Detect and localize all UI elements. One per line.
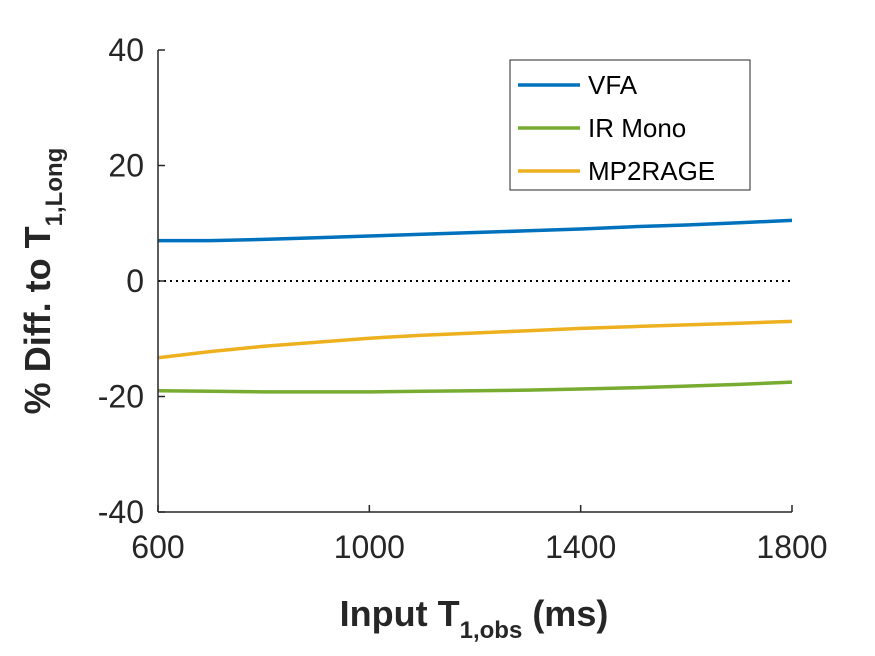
series-group — [157, 218, 793, 394]
y-tick-label: -40 — [98, 494, 144, 530]
y-tick-label: 20 — [108, 148, 144, 184]
x-tick-label: 600 — [131, 529, 184, 565]
legend-box — [509, 59, 751, 191]
ticks-group: 600 1000 1400 1800 -40 -20 0 20 40 — [98, 32, 828, 565]
y-axis-title: % Diff. to T1,Long — [17, 148, 68, 415]
x-axis-title-subscript: 1,obs — [460, 617, 523, 644]
legend-label-vfa: VFA — [588, 70, 638, 100]
y-axis-title-subscript: 1,Long — [41, 148, 68, 227]
y-tick-label: -20 — [98, 379, 144, 415]
x-axis-title-main: Input T — [340, 593, 460, 634]
y-tick-label: 0 — [126, 263, 144, 299]
legend-label-mp2rage: MP2RAGE — [588, 156, 715, 186]
series-line-vfa — [158, 218, 793, 243]
x-tick-label: 1400 — [545, 529, 616, 565]
series-line-mp2rage — [157, 319, 793, 360]
x-tick-label: 1000 — [334, 529, 405, 565]
legend: VFA IR Mono MP2RAGE — [509, 59, 751, 191]
legend-label-ir-mono: IR Mono — [588, 113, 686, 143]
series-line-ir-mono — [157, 380, 793, 394]
y-axis-title-main: % Diff. to T — [17, 226, 58, 414]
x-axis-title-suffix: (ms) — [522, 593, 608, 634]
x-axis-title: Input T1,obs (ms) — [340, 593, 609, 644]
x-tick-label: 1800 — [756, 529, 827, 565]
y-tick-label: 40 — [108, 32, 144, 68]
